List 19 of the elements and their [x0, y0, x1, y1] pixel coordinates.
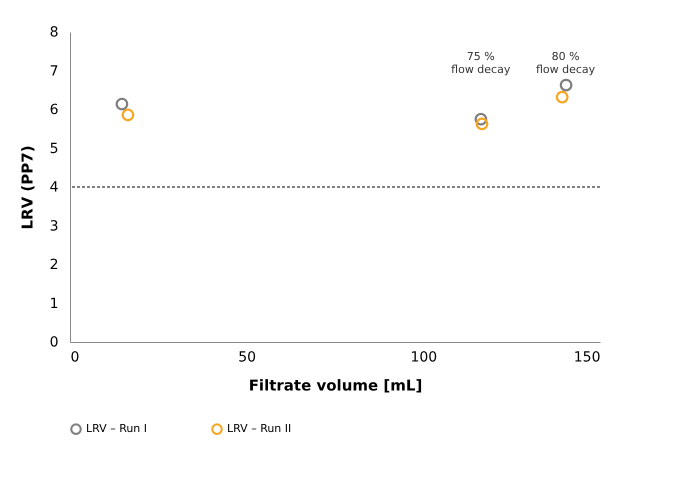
- y-tick-label: 1: [50, 296, 58, 312]
- x-tick-label: 150: [574, 350, 600, 366]
- y-tick-label: 8: [50, 24, 58, 40]
- y-tick-label: 4: [50, 180, 59, 196]
- x-tick-label: 0: [70, 350, 80, 366]
- y-tick-label: 3: [50, 218, 58, 234]
- y-tick-label: 0: [50, 334, 58, 350]
- y-tick-label: 2: [50, 257, 58, 273]
- y-tick-label: 5: [50, 140, 58, 157]
- y-tick-label: 7: [50, 63, 58, 80]
- annotation: 80 % flow decay: [536, 50, 596, 76]
- x-axis-title: Filtrate volume [mL]: [248, 376, 422, 394]
- y-tick-label: 6: [50, 102, 59, 118]
- x-tick-label: 50: [238, 350, 256, 366]
- x-tick-label: 100: [410, 350, 438, 366]
- y-axis-title: LRV (PP7): [18, 145, 37, 230]
- legend-label: LRV – Run I: [86, 422, 148, 436]
- annotation: 75 % flow decay: [451, 50, 511, 76]
- legend-label: LRV – Run II: [227, 422, 292, 436]
